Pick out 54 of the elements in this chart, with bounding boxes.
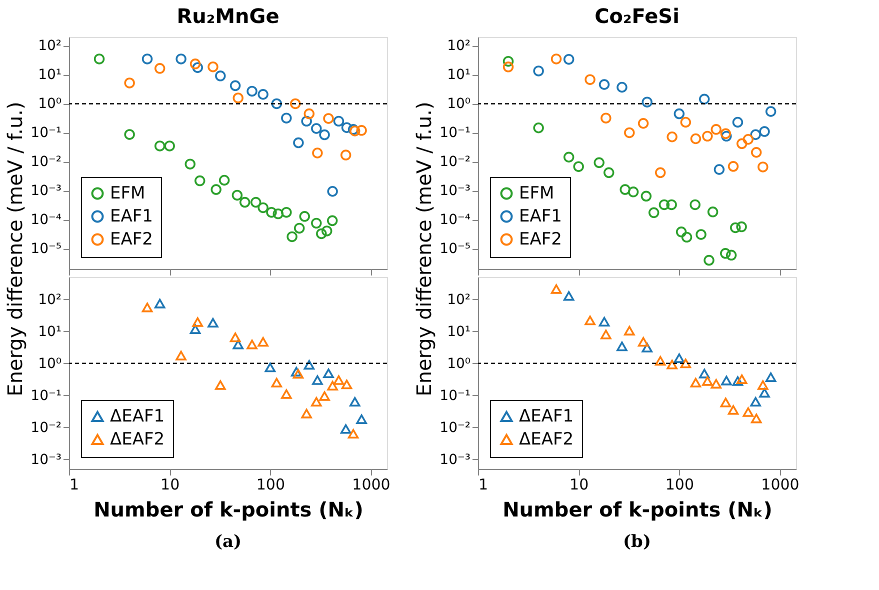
- text: (b): [623, 532, 651, 552]
- y-tick-label: 10⁻²: [30, 420, 62, 436]
- y-tick-label: 10⁰: [38, 356, 62, 372]
- legend-label: EAF2: [110, 230, 153, 250]
- legend-label: EAF1: [110, 206, 153, 226]
- y-tick-label: 10²: [38, 38, 62, 54]
- y-tick-label: 10¹: [447, 324, 470, 340]
- y-tick-label: 10¹: [447, 67, 470, 84]
- y-tick-label: 10⁻¹: [30, 388, 62, 404]
- chart-title: Ru₂MnGe: [176, 4, 280, 28]
- x-axis-title: Number of k-points (Nₖ): [502, 498, 772, 522]
- y-tick-label: 10⁻⁴: [440, 212, 471, 228]
- x-axis-title: Number of k-points (Nₖ): [94, 498, 364, 522]
- y-tick-label: 10⁰: [447, 96, 471, 112]
- text: (a): [214, 532, 242, 552]
- y-tick-label: 10²: [447, 292, 470, 308]
- x-tick-label: 100: [665, 476, 694, 494]
- y-tick-label: 10⁻³: [30, 452, 62, 468]
- y-tick-label: 10⁻³: [440, 183, 470, 200]
- legend-label: EAF2: [519, 230, 562, 250]
- y-tick-label: 10⁻¹: [30, 125, 62, 142]
- legend-label: ΔEAF2: [110, 430, 165, 450]
- legend-label: ΔEAF1: [519, 406, 574, 426]
- y-tick-label: 10⁻³: [440, 452, 470, 468]
- x-tick-label: 1: [70, 476, 80, 494]
- x-tick-label: 1000: [352, 476, 390, 494]
- x-tick-label: 1: [478, 476, 488, 494]
- legend-label: ΔEAF1: [110, 406, 165, 426]
- y-tick-label: 10⁰: [447, 356, 471, 372]
- x-tick-label: 100: [256, 476, 285, 494]
- y-tick-label: 10²: [447, 38, 470, 54]
- y-tick-label: 10⁻¹: [440, 388, 470, 404]
- x-tick-label: 1000: [761, 476, 800, 494]
- y-tick-label: 10⁻⁵: [440, 241, 470, 258]
- y-tick-label: 10⁻¹: [440, 125, 470, 142]
- legend-label: ΔEAF2: [519, 430, 574, 450]
- y-tick-label: 10⁻²: [440, 154, 470, 170]
- legend-label: EAF1: [519, 206, 562, 226]
- y-tick-label: 10⁻²: [30, 154, 62, 170]
- y-tick-label: 10¹: [38, 324, 62, 340]
- y-tick-label: 10⁰: [38, 96, 62, 112]
- y-tick-label: 10⁻⁵: [30, 241, 62, 258]
- legend-label: EFM: [110, 184, 146, 204]
- legend-label: EFM: [519, 184, 554, 204]
- y-axis-title: Energy difference (meV / f.u.): [3, 102, 27, 396]
- y-tick-label: 10²: [38, 292, 62, 308]
- x-tick-label: 10: [570, 476, 589, 494]
- y-axis-title: Energy difference (meV / f.u.): [412, 102, 436, 396]
- chart-title: Co₂FeSi: [594, 4, 680, 28]
- y-tick-label: 10⁻⁴: [30, 212, 62, 228]
- y-tick-label: 10⁻²: [440, 420, 470, 436]
- y-tick-label: 10⁻³: [30, 183, 62, 200]
- x-tick-label: 10: [160, 476, 180, 494]
- y-tick-label: 10¹: [38, 67, 62, 84]
